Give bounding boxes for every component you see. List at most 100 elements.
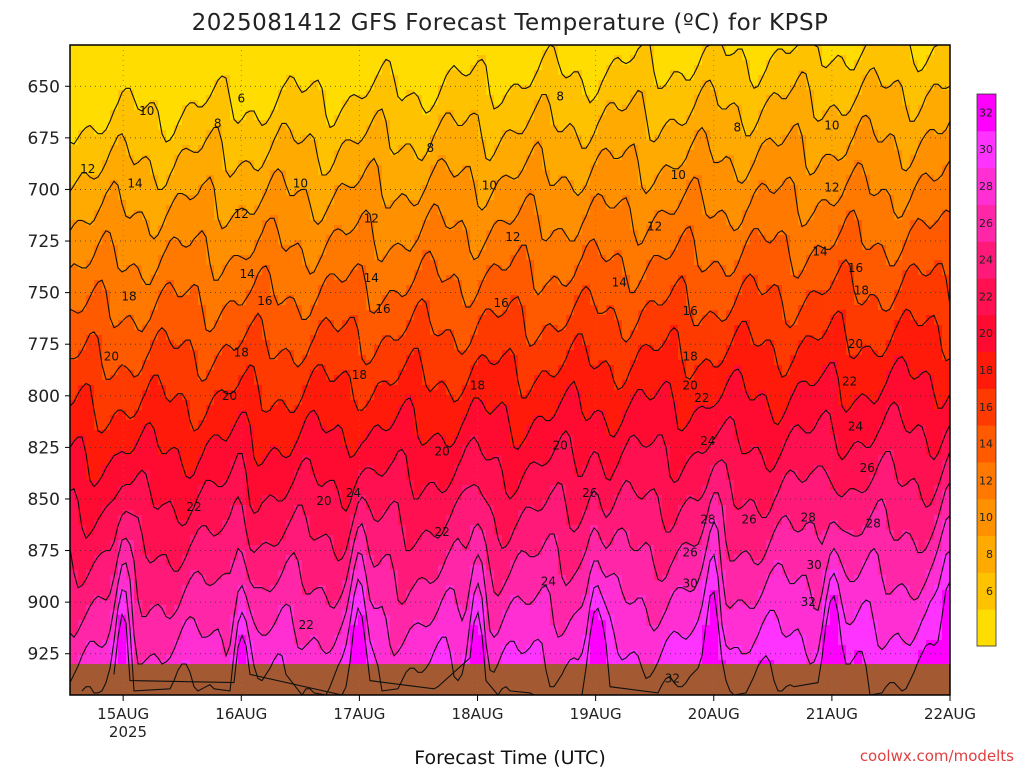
heat-cell bbox=[94, 100, 103, 106]
heat-cell bbox=[158, 415, 167, 421]
heat-cell bbox=[150, 190, 159, 196]
heat-cell bbox=[374, 120, 383, 126]
heat-cell bbox=[102, 130, 111, 136]
heat-cell bbox=[206, 235, 215, 241]
heat-cell bbox=[294, 585, 303, 591]
heat-cell bbox=[142, 390, 151, 396]
heat-cell bbox=[350, 50, 359, 56]
heat-cell bbox=[110, 490, 119, 496]
heat-cell bbox=[78, 85, 87, 91]
heat-cell bbox=[222, 610, 231, 616]
heat-cell bbox=[286, 130, 295, 136]
heat-cell bbox=[214, 490, 223, 496]
heat-cell bbox=[94, 235, 103, 241]
heat-cell bbox=[350, 335, 359, 341]
heat-cell bbox=[70, 205, 79, 211]
heat-cell bbox=[166, 425, 175, 431]
heat-cell bbox=[182, 660, 191, 666]
heat-cell bbox=[86, 350, 95, 356]
heat-cell bbox=[206, 100, 215, 106]
heat-cell bbox=[342, 505, 351, 511]
heat-cell bbox=[342, 660, 351, 666]
heat-cell bbox=[342, 430, 351, 436]
heat-cell bbox=[358, 45, 367, 51]
heat-cell bbox=[118, 335, 127, 341]
heat-cell bbox=[158, 270, 167, 276]
heat-cell bbox=[334, 170, 343, 176]
heat-cell bbox=[278, 505, 287, 511]
heat-cell bbox=[182, 305, 191, 311]
heat-cell bbox=[342, 490, 351, 496]
heat-cell bbox=[358, 385, 367, 391]
heat-cell bbox=[190, 335, 199, 341]
heat-cell bbox=[78, 250, 87, 256]
heat-cell bbox=[350, 555, 359, 561]
heat-cell bbox=[222, 420, 231, 426]
heat-cell bbox=[70, 330, 79, 336]
heat-cell bbox=[318, 225, 327, 231]
heat-cell bbox=[150, 70, 159, 76]
heat-cell bbox=[166, 50, 175, 56]
heat-cell bbox=[102, 325, 111, 331]
heat-cell bbox=[70, 280, 79, 286]
heat-cell bbox=[78, 475, 87, 481]
heat-cell bbox=[302, 355, 311, 361]
heat-cell bbox=[326, 470, 335, 476]
heat-cell bbox=[102, 655, 111, 661]
heat-cell bbox=[302, 145, 311, 151]
heat-cell bbox=[278, 110, 287, 116]
heat-cell bbox=[342, 240, 351, 246]
heat-cell bbox=[118, 330, 127, 336]
heat-cell bbox=[150, 340, 159, 346]
heat-cell bbox=[214, 565, 223, 571]
heat-cell bbox=[230, 555, 239, 561]
heat-cell bbox=[350, 420, 359, 426]
heat-cell bbox=[342, 155, 351, 161]
heat-cell bbox=[70, 145, 79, 151]
heat-cell bbox=[246, 305, 255, 311]
heat-cell bbox=[94, 470, 103, 476]
heat-cell bbox=[246, 315, 255, 321]
heat-cell bbox=[126, 540, 135, 546]
heat-cell bbox=[270, 65, 279, 71]
heat-cell bbox=[214, 225, 223, 231]
heat-cell bbox=[334, 190, 343, 196]
heat-cell bbox=[86, 200, 95, 206]
heat-cell bbox=[230, 320, 239, 326]
heat-cell bbox=[134, 565, 143, 571]
heat-cell bbox=[190, 175, 199, 181]
heat-cell bbox=[198, 575, 207, 581]
heat-cell bbox=[190, 310, 199, 316]
heat-cell bbox=[102, 540, 111, 546]
heat-cell bbox=[166, 600, 175, 606]
heat-cell bbox=[166, 90, 175, 96]
heat-cell bbox=[134, 365, 143, 371]
heat-cell bbox=[270, 205, 279, 211]
heat-cell bbox=[198, 610, 207, 616]
heat-cell bbox=[102, 610, 111, 616]
heat-cell bbox=[222, 450, 231, 456]
heat-cell bbox=[118, 340, 127, 346]
heat-cell bbox=[134, 390, 143, 396]
heat-cell bbox=[238, 305, 247, 311]
heat-cell bbox=[270, 570, 279, 576]
heat-cell bbox=[342, 190, 351, 196]
heat-cell bbox=[270, 305, 279, 311]
heat-cell bbox=[110, 285, 119, 291]
heat-cell bbox=[102, 330, 111, 336]
heat-cell bbox=[326, 145, 335, 151]
heat-cell bbox=[198, 370, 207, 376]
heat-cell bbox=[286, 655, 295, 661]
heat-cell bbox=[94, 110, 103, 116]
heat-cell bbox=[70, 190, 79, 196]
heat-cell bbox=[310, 105, 319, 111]
heat-cell bbox=[326, 325, 335, 331]
heat-cell bbox=[190, 560, 199, 566]
heat-cell bbox=[326, 120, 335, 126]
heat-cell bbox=[310, 290, 319, 296]
heat-cell bbox=[134, 60, 143, 66]
heat-cell bbox=[222, 385, 231, 391]
heat-cell bbox=[70, 125, 79, 131]
heat-cell bbox=[238, 300, 247, 306]
heat-cell bbox=[102, 505, 111, 511]
